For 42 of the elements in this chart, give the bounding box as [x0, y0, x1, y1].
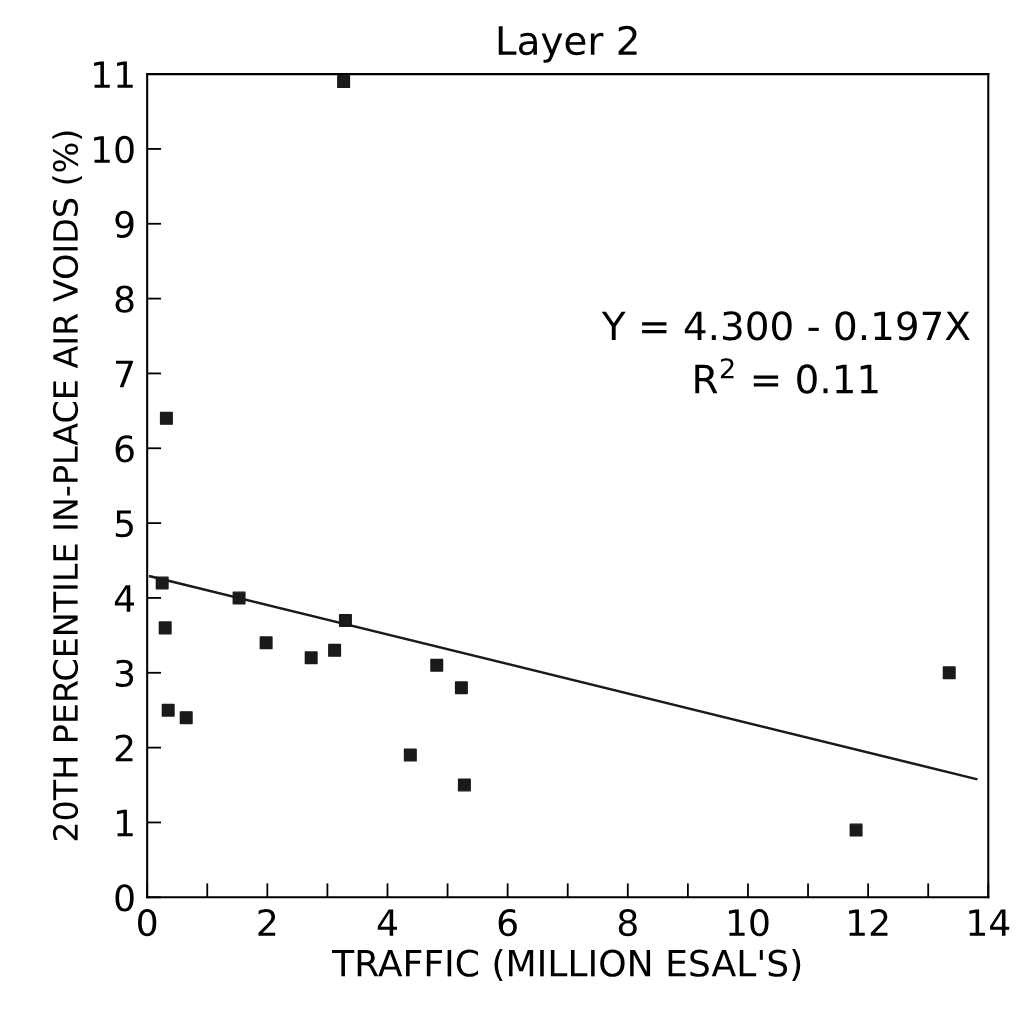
point [158, 621, 172, 635]
x-tick-label: 2 [258, 909, 276, 936]
y-tick-label: 0 [115, 884, 134, 912]
y-tick-label: 10 [94, 135, 134, 164]
point [337, 75, 351, 89]
x-tick-label: 14 [969, 909, 1010, 936]
y-tick-label: 7 [116, 360, 133, 388]
y-tick-label: 6 [115, 435, 134, 463]
annotation: R$^{2}$ = 0.11 [695, 358, 878, 394]
y-tick-label: 11 [94, 61, 133, 88]
point [179, 711, 193, 725]
x-axis-title: TRAFFIC (MILLION ESAL'S) [332, 948, 801, 982]
point [155, 576, 169, 590]
y-tick-label: 5 [115, 510, 133, 538]
y-tick-label: 1 [117, 809, 133, 837]
point [338, 613, 352, 627]
x-tick-label: 12 [849, 909, 888, 936]
point [161, 703, 175, 717]
y-tick-label: 9 [115, 210, 134, 238]
point [304, 651, 318, 665]
point [159, 411, 173, 425]
point [328, 643, 342, 657]
x-tick-label: 8 [618, 909, 637, 937]
point [403, 748, 417, 762]
y-tick-label: 8 [115, 285, 134, 313]
point [457, 778, 471, 792]
y-tick-label: 3 [115, 659, 134, 688]
x-tick-label: 4 [377, 909, 397, 936]
x-tick-label: 6 [498, 909, 517, 937]
y-axis-title: 20TH PERCENTILE IN-PLACE AIR VOIDS (%) [52, 131, 83, 841]
point [849, 823, 863, 837]
annotation: Y = 4.300 - 0.197X [601, 311, 970, 341]
x-tick-label: 0 [138, 909, 157, 937]
point [232, 591, 246, 605]
point [430, 658, 444, 672]
x-tick-label: 10 [728, 909, 769, 937]
y-tick-label: 2 [115, 734, 133, 762]
point [454, 681, 468, 695]
point [259, 636, 273, 650]
point [942, 666, 956, 680]
y-tick-label: 4 [114, 585, 135, 612]
chart-title: Layer 2 [498, 25, 637, 63]
